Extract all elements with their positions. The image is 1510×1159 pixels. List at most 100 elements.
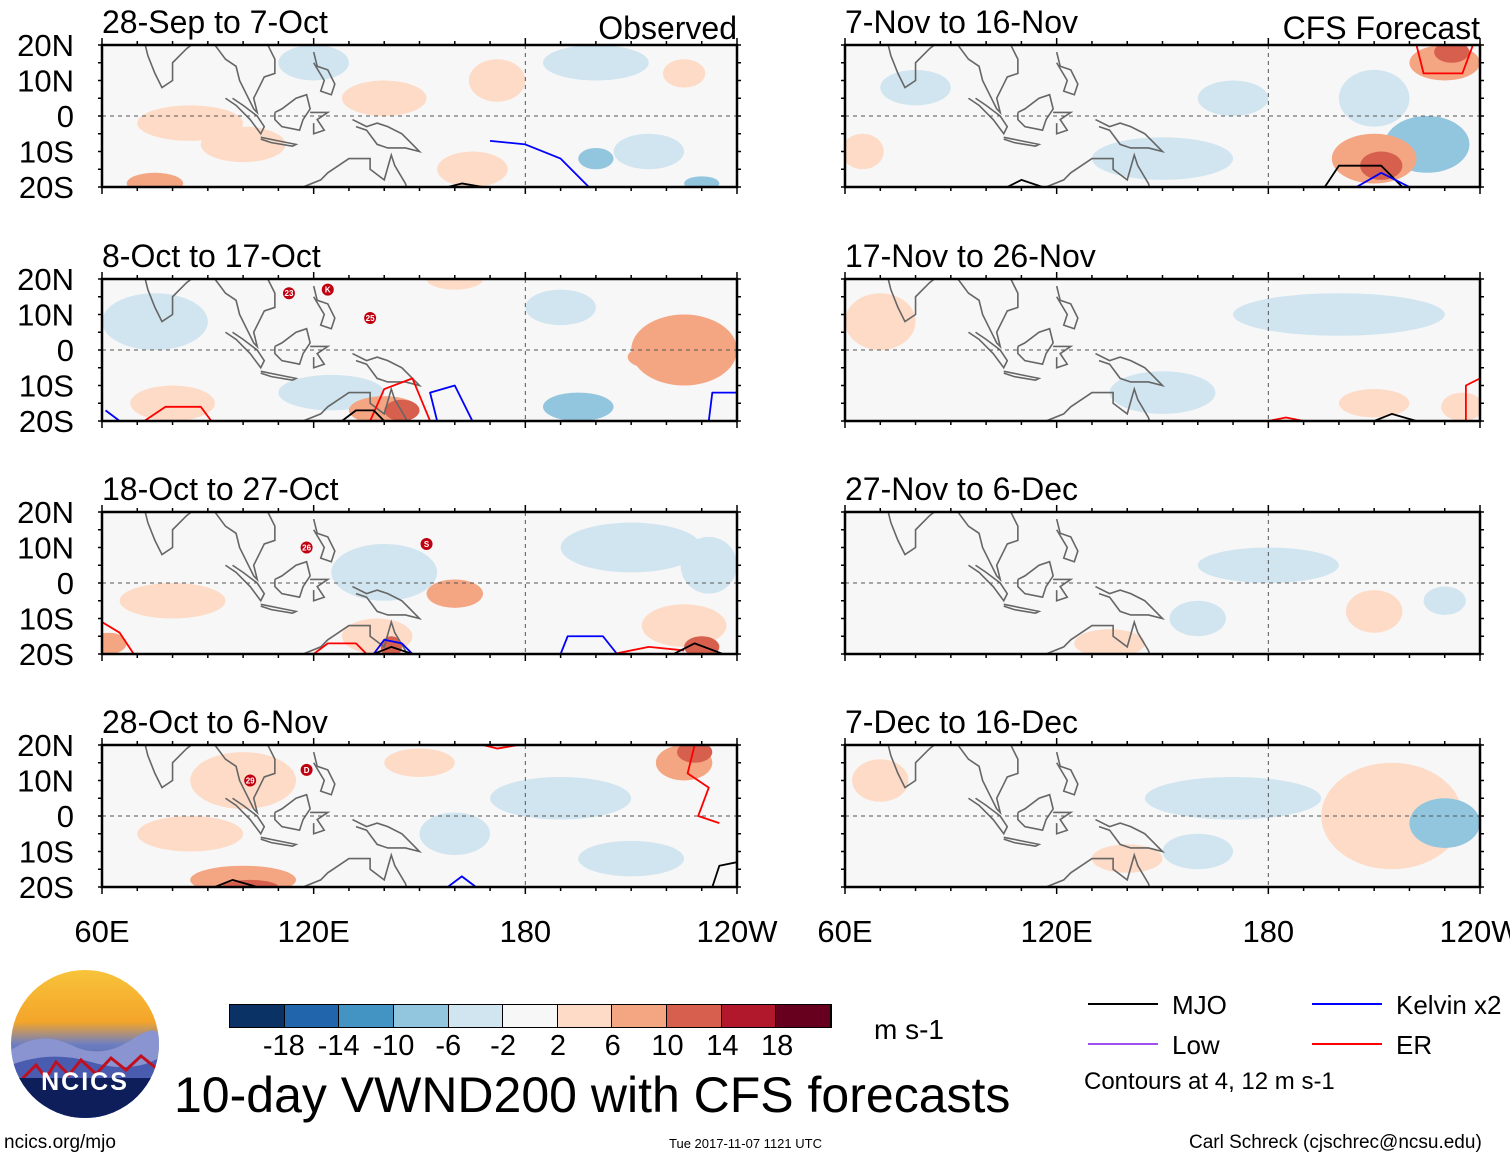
colorbar-swatch	[612, 1005, 668, 1027]
anomaly-patch	[1091, 844, 1163, 873]
coastline	[887, 45, 936, 89]
legend-line	[1088, 1043, 1158, 1045]
lat-tick-label: 20S	[19, 870, 74, 905]
colorbar	[229, 1004, 832, 1028]
wave-contour	[1373, 412, 1417, 421]
storm-label: 29	[246, 777, 255, 786]
panel-title: 8-Oct to 17-Oct	[102, 238, 321, 274]
panel-title: 7-Nov to 16-Nov	[845, 4, 1078, 40]
storm-marker	[364, 312, 377, 325]
anomaly-patch	[331, 543, 438, 601]
anomaly-patch	[641, 604, 727, 647]
coastline	[274, 327, 312, 366]
coastline	[1017, 560, 1055, 599]
wave-contour	[429, 384, 474, 421]
coastline	[1095, 352, 1166, 387]
anomaly-patch	[1441, 392, 1480, 421]
anomaly-patch	[190, 865, 297, 887]
coastline	[1053, 578, 1074, 602]
coastline	[225, 97, 266, 136]
anomaly-patch	[200, 126, 286, 163]
coastline	[957, 45, 1019, 116]
lon-tick-label: 120E	[277, 914, 349, 949]
coastline	[1044, 852, 1151, 887]
colorbar-swatch	[393, 1005, 449, 1027]
lat-tick-label: 20S	[19, 637, 74, 672]
colorbar-swatch	[339, 1005, 394, 1027]
colorbar-swatch	[503, 1005, 558, 1027]
storm-marker	[321, 283, 334, 296]
lat-tick-label: 0	[57, 99, 74, 134]
panel-title: 28-Sep to 7-Oct	[102, 4, 328, 40]
lat-tick-label: 10S	[19, 135, 74, 170]
colorbar-tick-label: -14	[317, 1030, 360, 1062]
legend-line	[1088, 1003, 1158, 1005]
legend-label: Low	[1172, 1030, 1220, 1060]
wave-contour	[559, 635, 618, 654]
map-panel: 7-Nov to 16-Nov CFS Forecast	[841, 4, 1484, 194]
lat-tick-label: 20N	[17, 262, 74, 297]
anomaly-patch	[1434, 45, 1470, 63]
panel-content	[102, 45, 737, 187]
coastline	[301, 852, 408, 887]
coastline	[1003, 370, 1042, 382]
colorbar-swatch	[776, 1005, 832, 1027]
coastline	[260, 370, 299, 382]
anomaly-patch	[1144, 776, 1322, 820]
anomaly-patch	[437, 151, 508, 187]
anomaly-patch	[490, 776, 632, 820]
coastline	[887, 512, 936, 556]
coastline	[1053, 111, 1074, 135]
colorbar-tick-label: -18	[262, 1030, 305, 1062]
coastline	[968, 97, 1009, 136]
coastline	[957, 512, 1019, 583]
wave-contour	[1464, 377, 1480, 421]
wave-contour	[711, 861, 737, 887]
coastline	[144, 745, 193, 789]
anomaly-patch	[631, 314, 737, 386]
coastline	[214, 279, 276, 350]
storm-marker	[244, 774, 257, 787]
anomaly-patch	[845, 133, 884, 170]
anomaly-patch	[102, 293, 208, 350]
website-link[interactable]: ncics.org/mjo	[4, 1132, 116, 1153]
anomaly-patch	[560, 522, 702, 573]
wave-contour	[673, 642, 724, 654]
anomaly-patch	[684, 176, 720, 187]
panel-content: 23 K 25	[102, 279, 737, 421]
lat-tick-label: 10N	[17, 298, 74, 333]
lat-tick-label: 20N	[17, 495, 74, 530]
lat-tick-label: 0	[57, 333, 74, 368]
panel-content	[845, 45, 1480, 187]
anomaly-patch	[1338, 389, 1410, 418]
coastline	[352, 352, 423, 387]
anomaly-patch	[852, 759, 909, 802]
legend-label: MJO	[1172, 990, 1227, 1020]
tropical-cyclone-icon: 23	[282, 287, 295, 300]
coastline	[214, 512, 276, 583]
coastline	[301, 386, 408, 421]
panel-title: 28-Oct to 6-Nov	[102, 704, 328, 740]
lat-tick-label: 20N	[17, 28, 74, 63]
storm-label: D	[304, 766, 310, 775]
wave-contour	[1415, 45, 1474, 75]
lat-tick-label: 10S	[19, 369, 74, 404]
storm-label: S	[424, 540, 430, 549]
coastline	[1095, 585, 1166, 620]
logo-mountains-icon	[11, 1030, 159, 1118]
wave-contour	[372, 638, 414, 654]
coastline	[1003, 836, 1042, 848]
coastline	[1053, 811, 1074, 835]
coastline	[968, 564, 1009, 603]
anomaly-patch	[1423, 586, 1466, 615]
panel-content	[845, 512, 1480, 654]
coastline	[1044, 152, 1151, 187]
coastline	[225, 331, 266, 370]
coastline	[260, 603, 299, 615]
anomaly-patch	[677, 745, 713, 763]
anomaly-patch	[542, 392, 614, 421]
lat-tick-label: 20N	[17, 728, 74, 763]
coastline	[352, 818, 423, 853]
wave-contour	[341, 409, 385, 421]
